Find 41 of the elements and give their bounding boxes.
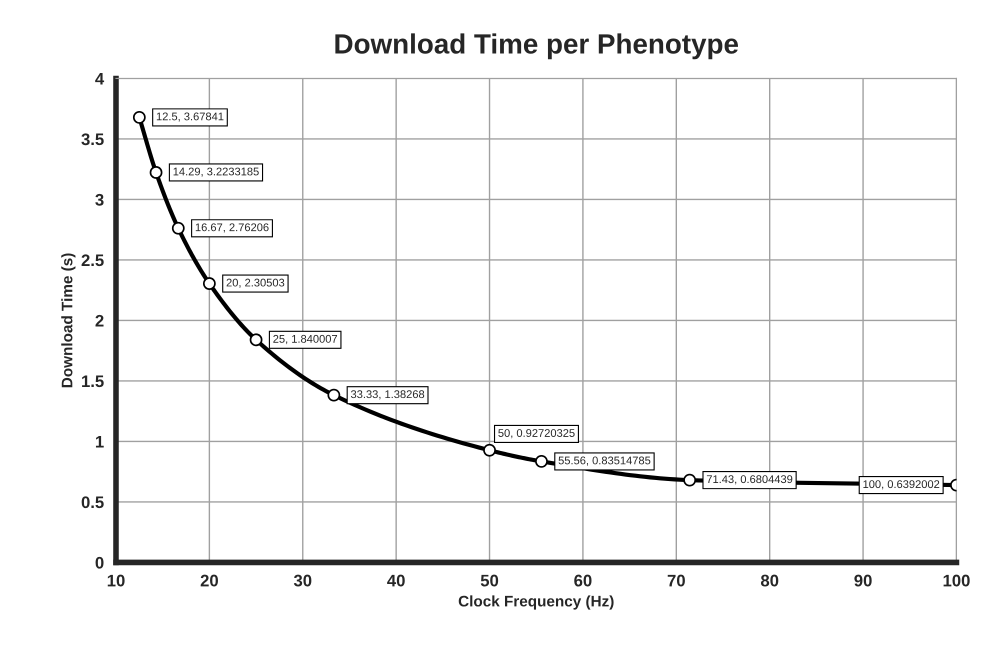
y-tick-label: 1.5 bbox=[82, 376, 104, 388]
data-label: 71.43, 0.6804439 bbox=[706, 475, 792, 484]
data-label: 100, 0.6392002 bbox=[863, 480, 940, 490]
data-label: 20, 2.30503 bbox=[226, 278, 284, 288]
y-tick-label: 1 bbox=[96, 436, 104, 448]
x-tick-label: 50 bbox=[480, 574, 498, 586]
y-tick-label: 4 bbox=[95, 73, 104, 85]
data-label: 12.5, 3.67841 bbox=[156, 112, 224, 122]
point bbox=[483, 444, 496, 457]
y-axis-title: Download Time (s) bbox=[61, 253, 76, 388]
x-tick-label: 30 bbox=[294, 574, 312, 587]
point bbox=[250, 333, 262, 346]
point bbox=[535, 455, 548, 468]
point bbox=[172, 222, 185, 235]
x-tick-label: 40 bbox=[387, 574, 405, 586]
point bbox=[327, 388, 340, 402]
y-tick-label: 0.5 bbox=[82, 496, 104, 508]
chart-title: Download Time per Phenotype bbox=[335, 33, 738, 60]
point bbox=[132, 111, 146, 124]
data-label: 16.67, 2.76206 bbox=[196, 223, 269, 233]
y-tick-label: 2 bbox=[96, 314, 104, 326]
data-label: 50, 0.92720325 bbox=[498, 429, 575, 438]
point bbox=[150, 166, 162, 179]
x-tick-label: 70 bbox=[668, 574, 685, 586]
y-tick-label: 3.5 bbox=[81, 133, 104, 146]
data-label: 55.56, 0.83514785 bbox=[558, 456, 650, 466]
point bbox=[202, 277, 216, 290]
data-label: 25, 1.840007 bbox=[273, 334, 338, 344]
x-tick-label: 100 bbox=[944, 574, 970, 586]
x-tick-label: 90 bbox=[854, 574, 872, 586]
x-tick-label: 60 bbox=[574, 574, 592, 586]
y-tick-label: 3 bbox=[95, 194, 104, 206]
y-tick-label: 2.5 bbox=[82, 254, 104, 266]
x-tick-label: 80 bbox=[760, 574, 778, 586]
y-tick-label: 0 bbox=[96, 556, 104, 569]
point bbox=[683, 474, 696, 487]
data-label: 14.29, 3.2233185 bbox=[174, 168, 259, 177]
data-label: 33.33, 1.38268 bbox=[350, 390, 424, 400]
x-tick-label: 10 bbox=[108, 574, 125, 586]
x-axis-title: Clock Frequency (Hz) bbox=[458, 595, 614, 610]
x-tick-label: 20 bbox=[200, 574, 218, 586]
